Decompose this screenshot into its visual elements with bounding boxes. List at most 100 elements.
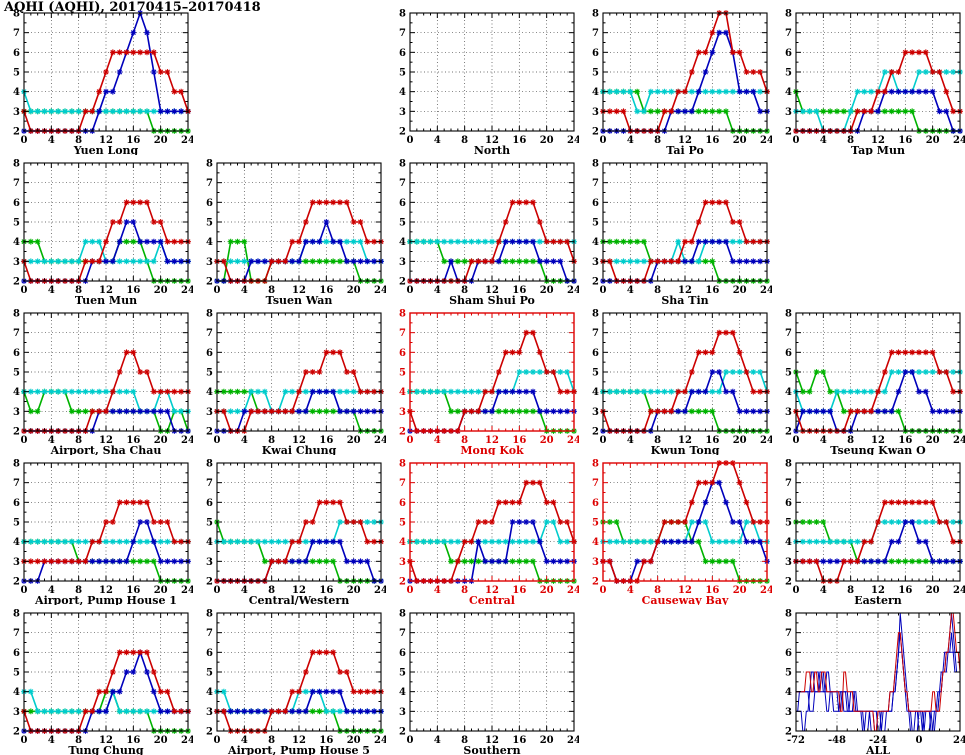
y-tick-label: 8 — [399, 609, 406, 620]
y-tick-label: 3 — [399, 107, 406, 118]
chart-title: Airport, Sha Chau — [50, 444, 162, 455]
x-tick-label: 16 — [319, 585, 333, 596]
x-tick-label: 12 — [485, 585, 499, 596]
x-tick-label: 8 — [75, 135, 82, 146]
x-tick-label: 0 — [407, 435, 414, 446]
plot-frame — [795, 462, 961, 582]
x-tick-label: 24 — [953, 435, 965, 446]
y-tick-label: 8 — [785, 459, 792, 470]
y-tick-label: 6 — [785, 498, 792, 509]
chart-canvas-yuen-long: 2 3 4 5 6 7 8 0 4 8 12 16 20 24 Yuen Long — [13, 9, 193, 156]
chart-canvas-tai-po: 2 3 4 5 6 7 8 0 4 8 12 16 20 24 Tai Po — [592, 9, 772, 156]
x-tick-label: 12 — [871, 135, 885, 146]
plot-frame — [216, 462, 382, 582]
y-tick-label: 5 — [13, 518, 20, 529]
plot-frame — [602, 462, 768, 582]
y-tick-label: 7 — [206, 628, 213, 639]
y-tick-label: 5 — [13, 68, 20, 79]
x-tick-label: 0 — [793, 435, 800, 446]
y-tick-label: 7 — [592, 328, 599, 339]
x-tick-label: 16 — [126, 735, 140, 746]
chart-canvas-southern: 2 3 4 5 6 7 8 0 4 8 12 16 20 24 Southern — [399, 609, 579, 755]
x-tick-label: 24 — [374, 585, 386, 596]
x-tick-label: 4 — [627, 435, 634, 446]
y-tick-label: 5 — [206, 668, 213, 679]
chart-sha-tin: 2 3 4 5 6 7 8 0 4 8 12 16 20 24 Sha Tin — [579, 155, 772, 306]
x-tick-label: 0 — [21, 585, 28, 596]
chart-north: 2 3 4 5 6 7 8 0 4 8 12 16 20 24 North — [386, 5, 579, 156]
chart-all: 2 3 4 5 6 7 8 -72 -48 -24 0 24 ALL — [772, 605, 965, 755]
x-tick-label: 20 — [347, 285, 361, 296]
y-tick-label: 6 — [399, 348, 406, 359]
chart-yuen-long: 2 3 4 5 6 7 8 0 4 8 12 16 20 24 Yuen Long — [0, 5, 193, 156]
x-tick-label: 24 — [760, 435, 772, 446]
x-tick-label: -48 — [828, 735, 846, 746]
x-tick-label: 16 — [319, 435, 333, 446]
x-tick-label: 4 — [48, 585, 55, 596]
x-tick-label: 20 — [926, 435, 940, 446]
x-tick-label: -72 — [787, 735, 805, 746]
y-tick-label: 2 — [399, 427, 406, 438]
x-tick-label: 16 — [705, 135, 719, 146]
y-tick-label: 2 — [206, 277, 213, 288]
chart-airport-sha-chau: 2 3 4 5 6 7 8 0 4 8 12 16 20 24 Airport, Sha Chau — [0, 305, 193, 456]
x-tick-label: 8 — [654, 135, 661, 146]
x-tick-label: 8 — [268, 435, 275, 446]
y-tick-label: 3 — [785, 107, 792, 118]
y-tick-label: 8 — [592, 159, 599, 170]
x-tick-label: 16 — [512, 285, 526, 296]
x-tick-label: 8 — [654, 435, 661, 446]
x-tick-label: 16 — [512, 585, 526, 596]
chart-canvas-airport-sha-chau: 2 3 4 5 6 7 8 0 4 8 12 16 20 24 Airport, Sha Chau — [13, 309, 193, 456]
x-tick-label: 0 — [600, 585, 607, 596]
y-tick-label: 2 — [206, 727, 213, 738]
x-tick-label: 0 — [214, 435, 221, 446]
plot-frame — [216, 312, 382, 432]
y-tick-label: 7 — [592, 178, 599, 189]
x-tick-label: 20 — [347, 585, 361, 596]
x-tick-label: 16 — [126, 585, 140, 596]
chart-canvas-sham-shui-po: 2 3 4 5 6 7 8 0 4 8 12 16 20 24 Sham Shui Po — [399, 159, 579, 306]
y-tick-label: 6 — [592, 198, 599, 209]
y-tick-label: 8 — [206, 159, 213, 170]
y-tick-label: 8 — [206, 609, 213, 620]
chart-title: Central/Western — [249, 594, 349, 605]
y-tick-label: 7 — [206, 478, 213, 489]
chart-title: North — [474, 144, 510, 155]
x-tick-label: 0 — [21, 285, 28, 296]
plot-frame — [409, 162, 575, 282]
x-tick-label: 16 — [126, 135, 140, 146]
chart-canvas-tung-chung: 2 3 4 5 6 7 8 0 4 8 12 16 20 24 Tung Chung — [13, 609, 193, 755]
x-tick-label: 16 — [512, 135, 526, 146]
y-tick-label: 8 — [13, 609, 20, 620]
series-blue-line — [603, 481, 768, 582]
x-tick-label: 0 — [214, 735, 221, 746]
y-tick-label: 5 — [13, 218, 20, 229]
x-tick-label: 0 — [600, 435, 607, 446]
x-tick-label: 4 — [48, 285, 55, 296]
chart-airport-pump-house-1: 2 3 4 5 6 7 8 0 4 8 12 16 20 24 Airport, Pump House 1 — [0, 455, 193, 606]
y-tick-label: 3 — [206, 707, 213, 718]
y-tick-label: 2 — [592, 277, 599, 288]
series-cyan-line — [410, 521, 574, 543]
y-tick-label: 2 — [592, 577, 599, 588]
x-tick-label: 24 — [181, 435, 193, 446]
x-tick-label: 8 — [268, 585, 275, 596]
y-tick-label: 4 — [13, 87, 20, 98]
chart-canvas-sha-tin: 2 3 4 5 6 7 8 0 4 8 12 16 20 24 Sha Tin — [592, 159, 772, 306]
y-tick-label: 7 — [785, 328, 792, 339]
x-tick-label: 0 — [21, 735, 28, 746]
series-blue-line — [603, 31, 767, 132]
plot-frame — [23, 462, 189, 582]
y-tick-label: 5 — [592, 68, 599, 79]
y-tick-label: 8 — [785, 9, 792, 20]
x-tick-label: 8 — [461, 585, 468, 596]
y-tick-label: 2 — [785, 127, 792, 138]
x-tick-label: 8 — [268, 285, 275, 296]
x-tick-label: 0 — [600, 285, 607, 296]
x-tick-label: 12 — [99, 135, 113, 146]
chart-canvas-all: 2 3 4 5 6 7 8 -72 -48 -24 0 24 ALL — [785, 609, 965, 755]
chart-title: Kwun Tong — [651, 444, 720, 455]
y-tick-label: 2 — [399, 727, 406, 738]
x-tick-label: 16 — [319, 735, 333, 746]
